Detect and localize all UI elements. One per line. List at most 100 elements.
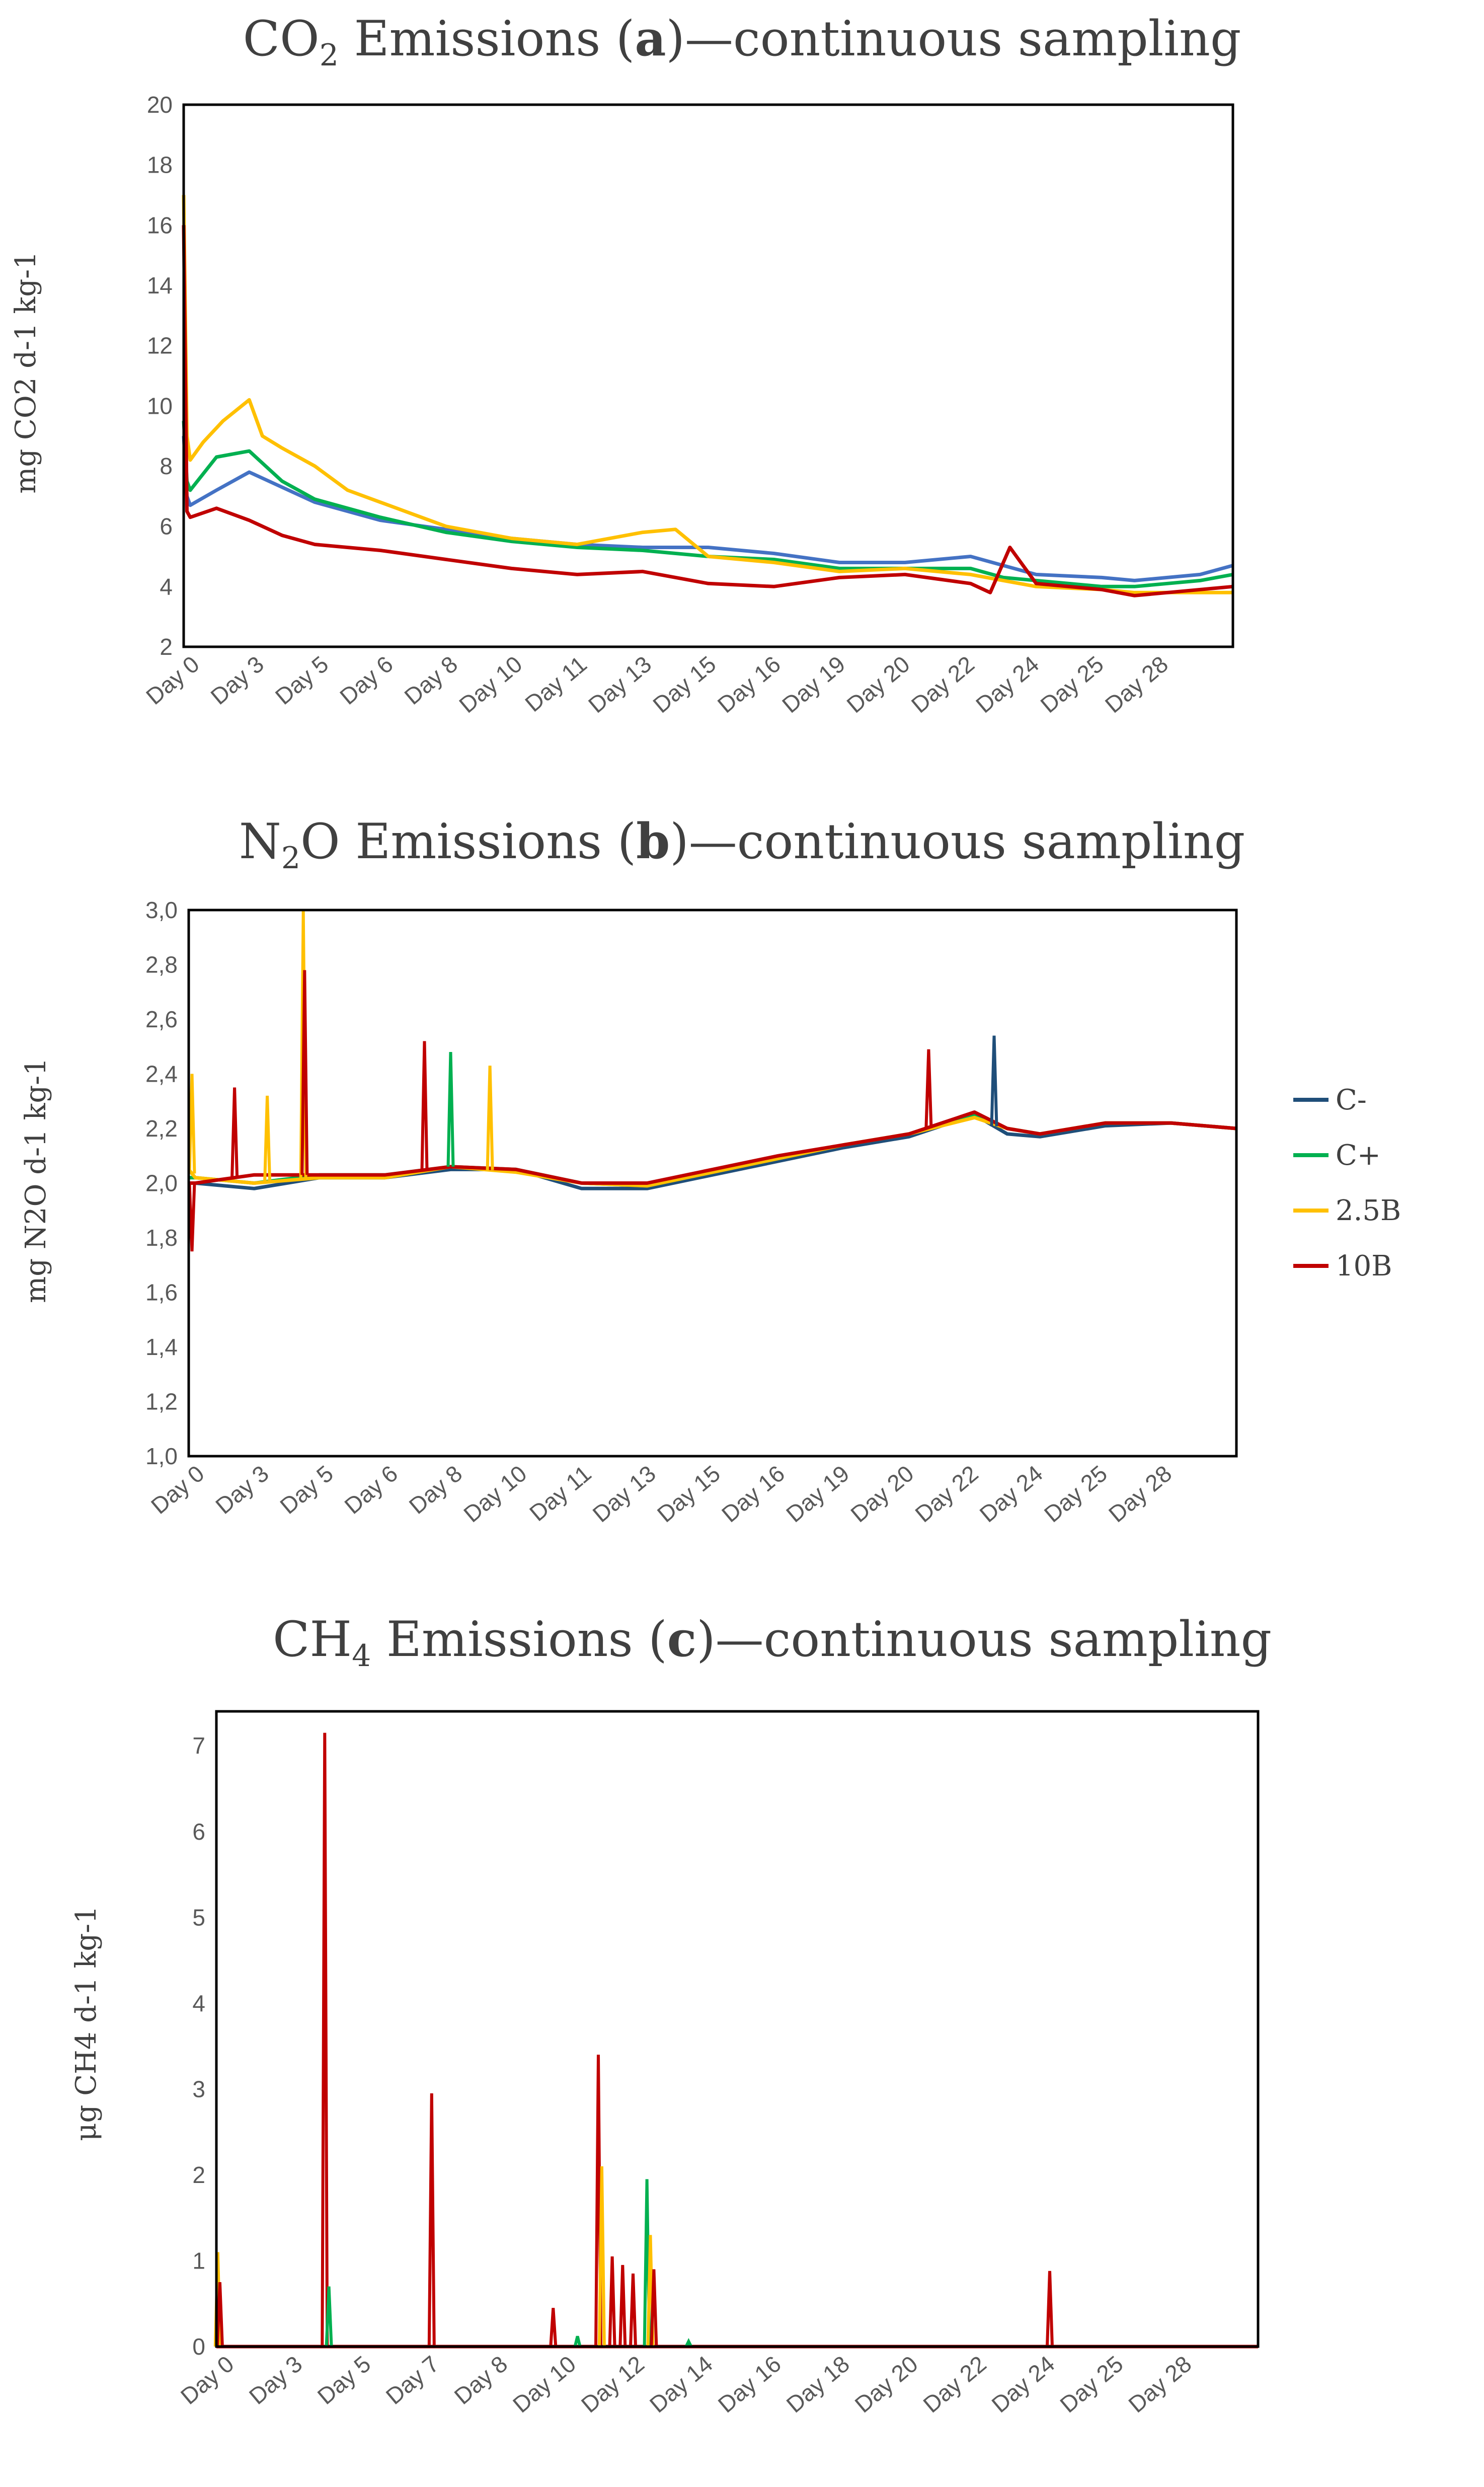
x-tick-label: Day 11 bbox=[524, 1460, 596, 1526]
plot-area-frame bbox=[187, 909, 1238, 1458]
x-tick-label: Day 20 bbox=[850, 2351, 923, 2418]
x-tick-label: Day 19 bbox=[777, 651, 850, 718]
x-tick-label: Day 16 bbox=[713, 2351, 786, 2418]
y-tick-label: 3,0 bbox=[145, 897, 178, 923]
x-tick-label: Day 10 bbox=[454, 651, 527, 718]
y-axis-label: mg N2O d-1 kg-1 bbox=[20, 1058, 52, 1303]
spike-mark bbox=[420, 1041, 429, 1170]
legend: C- C+ 2.5B 10B bbox=[1293, 1072, 1401, 1294]
series-line-c bbox=[182, 421, 1233, 588]
series-line-c bbox=[182, 436, 1233, 582]
spike-mark bbox=[230, 1087, 239, 1178]
x-tick-label: Day 0 bbox=[176, 2351, 239, 2409]
x-tick-label: Day 6 bbox=[340, 1460, 403, 1519]
x-tick-label: Day 20 bbox=[841, 651, 914, 718]
title-co2: CO2 Emissions (a)—continuous sampling bbox=[243, 10, 1241, 73]
spike-mark bbox=[486, 1066, 494, 1170]
spike-mark bbox=[263, 1095, 272, 1182]
spike-mark bbox=[924, 1049, 933, 1127]
legend-swatch bbox=[1293, 1153, 1329, 1157]
x-tick-label: Day 6 bbox=[335, 651, 398, 710]
x-tick-label: Day 13 bbox=[588, 1460, 661, 1528]
y-tick-label: 16 bbox=[147, 212, 173, 238]
legend-label: C- bbox=[1336, 1083, 1367, 1116]
y-tick-label: 5 bbox=[192, 1904, 205, 1930]
legend-swatch bbox=[1293, 1264, 1329, 1268]
spike-mark bbox=[188, 1074, 196, 1174]
y-tick-label: 12 bbox=[147, 333, 173, 359]
legend-label: 10B bbox=[1336, 1249, 1392, 1283]
x-tick-label: Day 12 bbox=[576, 2351, 649, 2418]
y-tick-label: 14 bbox=[147, 272, 173, 298]
y-tick-label: 6 bbox=[160, 513, 173, 540]
x-tick-label: Day 24 bbox=[971, 651, 1044, 718]
x-tick-label: Day 28 bbox=[1100, 651, 1173, 718]
series-line-25b bbox=[182, 195, 1233, 594]
x-tick-label: Day 5 bbox=[313, 2351, 375, 2409]
spike-mark bbox=[446, 1052, 455, 1167]
y-tick-label: 1,4 bbox=[145, 1334, 178, 1360]
y-tick-label: 18 bbox=[147, 152, 173, 178]
plot-area-frame bbox=[215, 1710, 1260, 2348]
x-tick-label: Day 24 bbox=[986, 2351, 1059, 2418]
y-axis-label: μg CH4 d-1 kg-1 bbox=[70, 1906, 103, 2141]
spike-mark bbox=[325, 2286, 333, 2347]
x-tick-label: Day 28 bbox=[1104, 1460, 1177, 1528]
x-tick-label: Day 10 bbox=[508, 2351, 581, 2418]
y-tick-label: 3 bbox=[192, 2076, 205, 2102]
y-tick-label: 2,6 bbox=[145, 1006, 178, 1032]
y-tick-label: 1,0 bbox=[145, 1443, 178, 1469]
x-tick-label: Day 24 bbox=[975, 1460, 1048, 1528]
spike-mark bbox=[549, 2308, 558, 2347]
x-tick-label: Day 22 bbox=[906, 651, 979, 718]
x-tick-label: Day 10 bbox=[458, 1460, 531, 1528]
spike-mark bbox=[573, 2335, 582, 2347]
x-tick-label: Day 3 bbox=[210, 1460, 273, 1519]
x-tick-label: Day 28 bbox=[1123, 2351, 1196, 2418]
y-tick-label: 1,6 bbox=[145, 1279, 178, 1306]
x-tick-label: Day 19 bbox=[781, 1460, 854, 1528]
x-tick-label: Day 5 bbox=[270, 651, 333, 710]
spike-mark bbox=[990, 1035, 998, 1126]
y-tick-label: 4 bbox=[192, 1990, 205, 2016]
x-tick-label: Day 25 bbox=[1039, 1460, 1112, 1528]
legend-item-10b: 10B bbox=[1293, 1238, 1401, 1294]
x-tick-label: Day 11 bbox=[520, 651, 591, 717]
spike-mark bbox=[321, 1732, 329, 2347]
legend-label: 2.5B bbox=[1336, 1194, 1401, 1227]
x-tick-label: Day 3 bbox=[205, 651, 268, 710]
y-tick-label: 0 bbox=[192, 2333, 205, 2360]
spike-mark bbox=[629, 2273, 637, 2347]
y-tick-label: 1 bbox=[192, 2247, 205, 2274]
x-tick-label: Day 8 bbox=[449, 2351, 512, 2409]
y-tick-label: 8 bbox=[160, 453, 173, 479]
plot-area-frame bbox=[182, 103, 1234, 648]
y-tick-label: 2,0 bbox=[145, 1170, 178, 1196]
y-tick-label: 2,2 bbox=[145, 1115, 178, 1142]
x-tick-label: Day 8 bbox=[404, 1460, 467, 1519]
x-tick-label: Day 7 bbox=[381, 2351, 444, 2409]
title-ch4: CH4 Emissions (c)—continuous sampling bbox=[272, 1611, 1272, 1674]
x-tick-label: Day 5 bbox=[275, 1460, 338, 1519]
y-tick-label: 2 bbox=[160, 634, 173, 660]
spike-mark bbox=[427, 2093, 436, 2347]
spike-mark bbox=[608, 2256, 616, 2347]
x-tick-label: Day 22 bbox=[910, 1460, 983, 1528]
x-tick-label: Day 13 bbox=[583, 651, 656, 718]
spike-mark bbox=[188, 1183, 196, 1252]
y-tick-label: 7 bbox=[192, 1732, 205, 1759]
y-tick-label: 1,8 bbox=[145, 1225, 178, 1251]
y-tick-label: 1,2 bbox=[145, 1389, 178, 1415]
legend-item-c-minus: C- bbox=[1293, 1072, 1401, 1127]
x-tick-label: Day 15 bbox=[652, 1460, 725, 1528]
series-line-10b bbox=[182, 225, 1233, 597]
y-tick-label: 6 bbox=[192, 1819, 205, 1845]
spike-mark bbox=[618, 2265, 627, 2347]
y-tick-label: 10 bbox=[147, 393, 173, 419]
y-tick-label: 2,8 bbox=[145, 952, 178, 978]
legend-label: C+ bbox=[1336, 1139, 1381, 1172]
x-tick-label: Day 25 bbox=[1036, 651, 1109, 718]
y-axis-label: mg CO2 d-1 kg-1 bbox=[10, 251, 42, 493]
spike-mark bbox=[215, 2282, 224, 2347]
